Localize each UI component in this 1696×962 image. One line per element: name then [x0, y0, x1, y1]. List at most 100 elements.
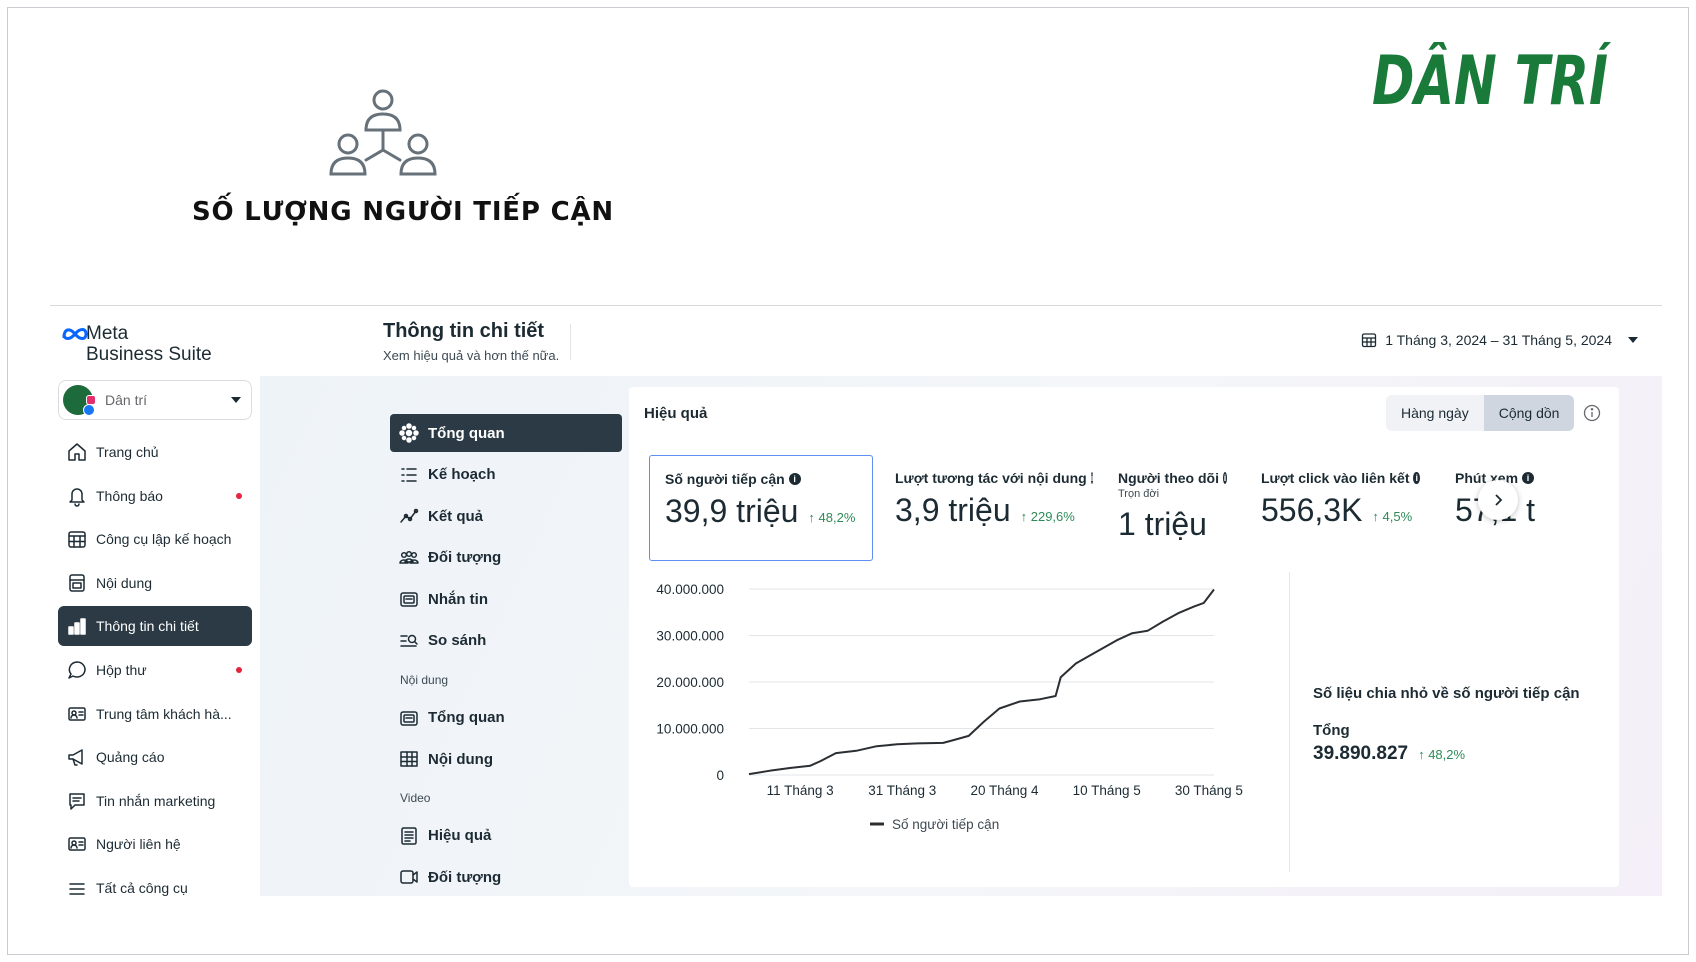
subnav-item-items_top-1[interactable]: Kế hoạch	[390, 456, 622, 494]
sidebar-item-2[interactable]: Công cụ lập kế hoạch	[58, 519, 252, 559]
chevron-down-icon	[231, 397, 241, 403]
chevron-down-icon	[1628, 337, 1638, 343]
info-icon[interactable]: i	[1090, 472, 1094, 484]
metric-card-2[interactable]: Người theo dõi i Trọn đời 1 triệu	[1102, 455, 1242, 561]
sidebar-item-0[interactable]: Trang chủ	[58, 432, 252, 472]
document-icon	[401, 827, 417, 845]
metric-card-3[interactable]: Lượt click vào liên kết i 556,3K ↑ 4,5%	[1245, 455, 1435, 561]
dantri-logo: DÂN TRÍ	[1372, 42, 1612, 112]
sidebar-item-label: Thông tin chi tiết	[96, 618, 199, 635]
info-icon[interactable]: i	[1222, 472, 1227, 484]
metric-name: Số người tiếp cận	[665, 471, 785, 487]
metric-change: ↑ 229,6%	[1020, 509, 1075, 524]
sidebar-item-9[interactable]: Người liên hệ	[58, 824, 252, 864]
chevron-right-icon	[1495, 494, 1503, 506]
toggle-daily[interactable]: Hàng ngày	[1386, 395, 1484, 431]
calendar-icon	[1362, 333, 1377, 348]
breakdown-total-change: ↑ 48,2%	[1418, 747, 1466, 762]
business-suite-window: Meta Business Suite Dân trí Trang chủ Thô…	[50, 306, 1662, 896]
subnav-item-items_top-3[interactable]: Đối tượng	[390, 539, 622, 577]
sparkle-icon	[399, 423, 419, 443]
bar-chart-icon	[68, 618, 86, 636]
info-icon[interactable]	[1583, 404, 1601, 422]
metric-card-0[interactable]: Số người tiếp cận i 39,9 triệu ↑ 48,2%	[649, 455, 873, 561]
sidebar-item-3[interactable]: Nội dung	[58, 563, 252, 603]
subnav-item-items_content-1[interactable]: Nội dung	[390, 740, 622, 778]
metric-card-1[interactable]: Lượt tương tác với nội dung i 3,9 triệu ↑ 2…	[879, 455, 1094, 561]
account-avatar	[63, 385, 96, 416]
sidebar-item-6[interactable]: Trung tâm khách hà...	[58, 694, 252, 734]
subnav-section-section_video: Video	[400, 790, 431, 805]
subnav-item-items_video-0[interactable]: Hiệu quả	[390, 817, 622, 855]
reach-line-chart: 0 10.000.000 20.000.000 30.000.000 40.000.00…	[656, 582, 1243, 832]
x-tick-label: 31 Tháng 3	[868, 783, 936, 798]
contact-card-icon	[68, 706, 86, 721]
subnav-item-label: Nhắn tin	[428, 590, 488, 608]
sidebar-item-8[interactable]: Tin nhắn marketing	[58, 781, 252, 821]
metric-change: ↑ 48,2%	[808, 510, 856, 525]
info-icon[interactable]: i	[1522, 472, 1535, 484]
sidebar-item-10[interactable]: Tất cả công cụ	[58, 868, 252, 896]
chat-bubble-icon	[68, 661, 86, 679]
metric-value: 39,9 triệu	[665, 493, 799, 529]
compare-icon	[400, 634, 418, 647]
logo-line-1: Meta	[86, 323, 129, 344]
sidebar-item-5[interactable]: Hộp thư	[58, 650, 252, 690]
next-metrics-button[interactable]	[1478, 480, 1518, 520]
subnav-item-label: So sánh	[428, 632, 487, 650]
y-tick-label: 30.000.000	[656, 629, 724, 644]
date-range-picker[interactable]: 1 Tháng 3, 2024 – 31 Tháng 5, 2024	[1361, 332, 1638, 348]
sidebar-item-7[interactable]: Quảng cáo	[58, 737, 252, 777]
sidebar-item-label: Nội dung	[96, 574, 153, 591]
subnav-item-label: Đối tượng	[428, 868, 502, 886]
metric-value: 3,9 triệu	[895, 492, 1011, 528]
subnav-item-label: Tổng quan	[428, 709, 505, 727]
subnav-item-items_top-4[interactable]: Nhắn tin	[390, 580, 622, 618]
sidebar-item-label: Tin nhắn marketing	[96, 792, 216, 809]
meta-infinity-icon	[62, 328, 88, 340]
toggle-cumulative[interactable]: Cộng dồn	[1483, 395, 1575, 431]
notification-dot	[236, 492, 242, 499]
account-switcher[interactable]: Dân trí	[58, 380, 252, 420]
subnav-item-items_top-2[interactable]: Kết quả	[390, 497, 622, 535]
subnav-item-items_video-1[interactable]: Đối tượng	[390, 858, 622, 896]
breakdown-total-value: 39.890.827	[1313, 743, 1409, 764]
message-icon	[69, 793, 85, 810]
insights-subnav: Tổng quan Kế hoạch Kết quả Đối tượng Nhắn ti…	[390, 414, 622, 896]
page-title: Thông tin chi tiết	[383, 320, 545, 342]
subnav-item-label: Kết quả	[428, 507, 484, 525]
subnav-item-label: Nội dung	[428, 750, 493, 768]
subnav-item-items_content-0[interactable]: Tổng quan	[390, 699, 622, 737]
sidebar-item-label: Trung tâm khách hà...	[96, 705, 232, 722]
info-icon[interactable]: i	[1413, 472, 1420, 484]
y-tick-label: 20.000.000	[656, 675, 724, 690]
sidebar-nav: Trang chủ Thông báo Công cụ lập kế hoạch Nộ…	[58, 432, 252, 896]
info-icon[interactable]: i	[788, 473, 801, 485]
subnav-item-items_top-0[interactable]: Tổng quan	[390, 414, 622, 452]
metric-name: Lượt click vào liên kết	[1261, 470, 1410, 486]
metric-card-4[interactable]: Phút xemi57,1 t	[1439, 455, 1619, 561]
notification-dot	[236, 666, 242, 673]
x-tick-label: 11 Tháng 3	[767, 783, 834, 798]
subnav-item-items_top-5[interactable]: So sánh	[390, 622, 622, 660]
chat-card-icon	[400, 592, 418, 608]
account-name: Dân trí	[105, 392, 148, 408]
subnav-section-section_content: Nội dung	[400, 672, 449, 687]
meta-business-suite-logo[interactable]: Meta Business Suite	[62, 324, 212, 364]
subnav-item-label: Kế hoạch	[428, 466, 496, 484]
chart-separator	[1289, 572, 1290, 872]
sidebar-item-1[interactable]: Thông báo	[58, 476, 252, 516]
logo-line-2: Business Suite	[86, 344, 212, 365]
svg-text:DÂN TRÍ: DÂN TRÍ	[1372, 42, 1612, 112]
x-tick-label: 30 Tháng 5	[1175, 783, 1243, 798]
metric-cards: Số người tiếp cận i 39,9 triệu ↑ 48,2% Lượt …	[649, 455, 1619, 565]
sidebar-item-4[interactable]: Thông tin chi tiết	[58, 606, 252, 647]
list-icon	[401, 467, 417, 482]
metric-name: Lượt tương tác với nội dung	[895, 470, 1087, 486]
panel-title: Hiệu quả	[644, 405, 708, 422]
y-tick-label: 40.000.000	[656, 582, 724, 597]
sidebar-item-label: Hộp thư	[96, 661, 147, 678]
metric-value: 1 triệu	[1118, 506, 1207, 542]
reach-breakdown: Số liệu chia nhỏ về số người tiếp cận Tổ…	[1313, 685, 1603, 765]
chat-card-icon	[400, 710, 418, 726]
